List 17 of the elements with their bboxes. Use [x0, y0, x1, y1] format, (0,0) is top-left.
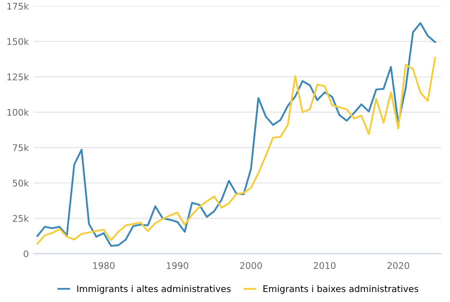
- line-series: [36, 56, 436, 245]
- y-tick-label: 25k: [12, 214, 29, 222]
- legend-label: Immigrants i altes administratives: [77, 285, 231, 294]
- y-tick-label: 50k: [12, 179, 29, 186]
- x-tick-label: 2020: [387, 262, 410, 269]
- y-tick-label: 75k: [12, 144, 29, 152]
- y-tick-label: 150k: [7, 38, 29, 45]
- x-tick-label: 2000: [240, 262, 262, 269]
- y-tick-label: 100k: [7, 108, 29, 116]
- y-tick-label: 175k: [7, 2, 29, 10]
- x-tick-label: 1980: [93, 262, 115, 269]
- x-tick-label: 1990: [166, 262, 188, 269]
- x-tick-label: 2010: [314, 262, 336, 269]
- legend-label: Emigrants i baixes administratives: [263, 285, 418, 294]
- y-tick-label: 0: [24, 250, 28, 258]
- y-tick-label: 125k: [7, 73, 29, 80]
- line-series: [36, 22, 436, 247]
